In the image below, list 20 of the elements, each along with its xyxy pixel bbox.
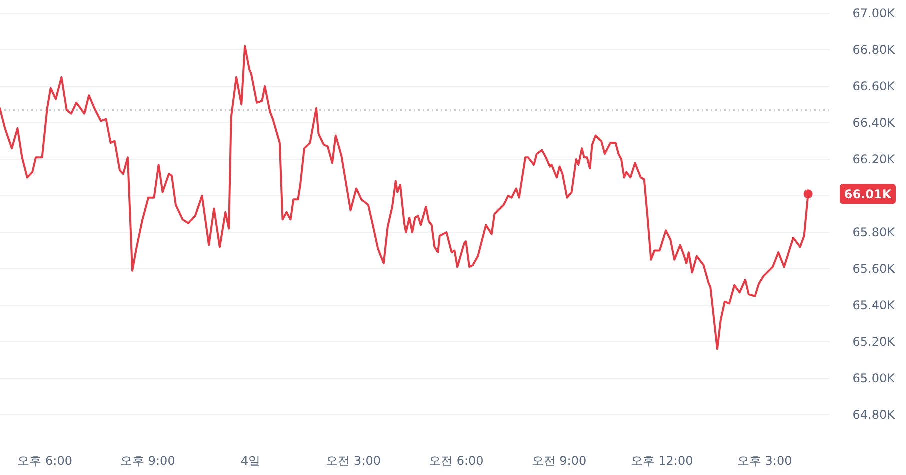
x-tick-label: 4일 — [240, 454, 261, 468]
x-tick-label: 오후 9:00 — [120, 454, 176, 468]
y-tick-label: 66.80K — [852, 43, 896, 57]
text: 66.01K — [844, 188, 892, 202]
y-tick-label: 64.80K — [852, 408, 896, 422]
y-tick-label: 65.00K — [852, 372, 896, 386]
y-tick-label: 66.20K — [852, 152, 896, 166]
x-tick-label: 오전 6:00 — [429, 454, 484, 468]
y-tick-label: 67.00K — [852, 6, 896, 20]
x-tick-label: 오후 6:00 — [18, 454, 73, 468]
x-tick-label: 오전 9:00 — [532, 454, 587, 468]
x-tick-label: 오전 3:00 — [326, 454, 381, 468]
y-tick-label: 65.60K — [852, 262, 896, 276]
y-tick-label: 65.80K — [852, 226, 896, 240]
y-tick-label: 65.40K — [852, 298, 896, 312]
x-tick-label: 오후 12:00 — [630, 454, 694, 468]
y-tick-label: 66.60K — [852, 80, 896, 94]
y-tick-label: 66.40K — [852, 116, 896, 130]
x-tick-label: 오후 3:00 — [737, 454, 792, 468]
y-tick-label: 65.20K — [852, 335, 896, 349]
